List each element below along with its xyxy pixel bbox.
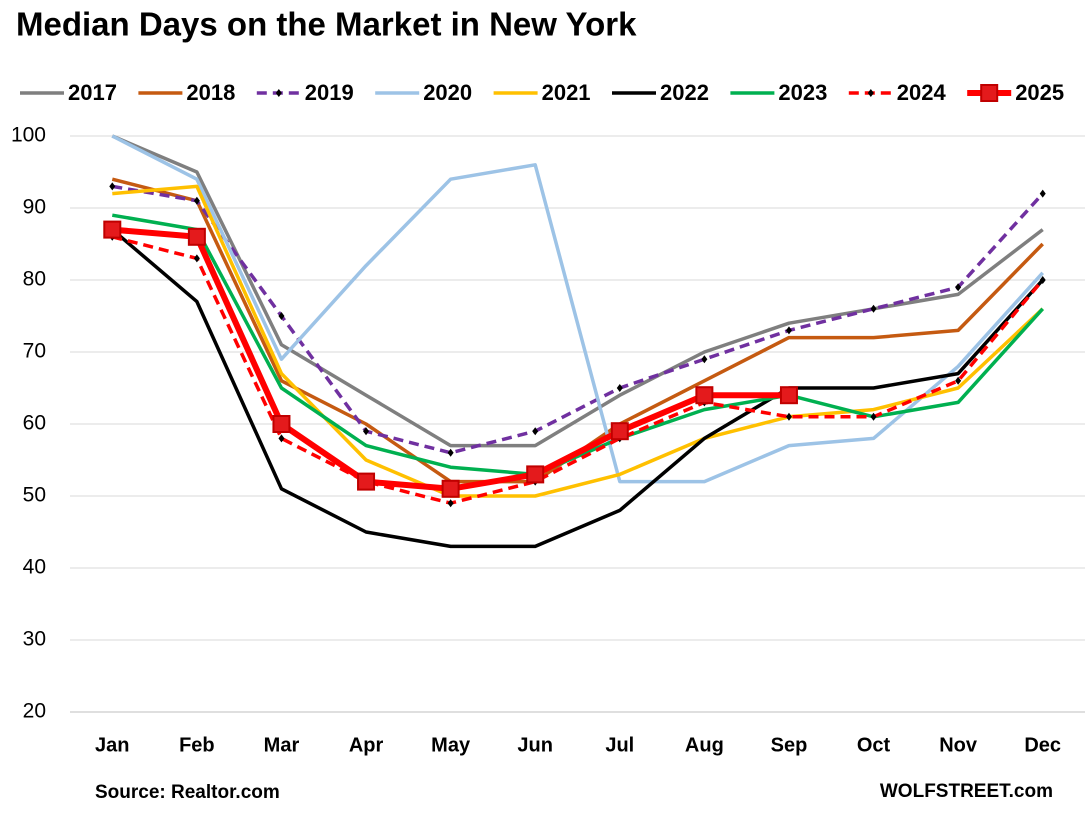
point-marker bbox=[193, 196, 200, 205]
point-marker bbox=[695, 386, 714, 405]
point-marker bbox=[447, 499, 454, 508]
point-marker bbox=[272, 415, 291, 433]
series-line bbox=[111, 134, 1045, 484]
y-tick-label: 70 bbox=[23, 340, 46, 363]
point-marker bbox=[103, 220, 122, 239]
y-tick-label: 80 bbox=[23, 268, 46, 291]
x-tick-label: Aug bbox=[685, 734, 724, 756]
series-line bbox=[111, 184, 1045, 455]
y-tick-label: 100 bbox=[11, 124, 46, 147]
y-tick-label: 20 bbox=[23, 700, 46, 723]
legend-marker bbox=[867, 89, 874, 97]
y-tick-label: 30 bbox=[23, 628, 46, 651]
point-marker bbox=[870, 412, 877, 421]
legend-label: 2018 bbox=[186, 80, 235, 105]
point-marker bbox=[363, 427, 370, 436]
legend-label: 2022 bbox=[660, 80, 709, 105]
point-marker bbox=[193, 254, 200, 263]
legend-label: 2025 bbox=[1015, 80, 1064, 105]
legend-marker bbox=[980, 84, 999, 102]
point-marker bbox=[526, 465, 545, 484]
point-marker bbox=[109, 182, 116, 191]
x-tick-label: Feb bbox=[179, 734, 215, 756]
legend-marker bbox=[275, 89, 282, 97]
legend-label: 2020 bbox=[423, 80, 472, 105]
point-marker bbox=[955, 376, 962, 385]
point-marker bbox=[357, 472, 376, 491]
chart-title: Median Days on the Market in New York bbox=[16, 6, 637, 43]
point-marker bbox=[1039, 276, 1046, 284]
y-tick-label: 40 bbox=[23, 556, 46, 579]
x-tick-label: Mar bbox=[264, 734, 300, 756]
point-marker bbox=[955, 283, 962, 292]
point-marker bbox=[447, 448, 454, 457]
point-marker bbox=[701, 355, 708, 364]
x-tick-label: May bbox=[431, 734, 471, 756]
series-line bbox=[111, 235, 1045, 505]
point-marker bbox=[187, 227, 206, 246]
point-marker bbox=[1039, 189, 1046, 198]
legend-label: 2019 bbox=[305, 80, 354, 105]
legend-label: 2021 bbox=[542, 80, 591, 105]
point-marker bbox=[610, 422, 629, 441]
point-marker bbox=[785, 412, 792, 421]
point-marker bbox=[785, 326, 792, 335]
point-marker bbox=[532, 427, 539, 436]
legend-label: 2017 bbox=[68, 80, 117, 105]
y-tick-label: 50 bbox=[23, 484, 46, 507]
x-tick-label: Nov bbox=[939, 734, 978, 756]
series-line bbox=[111, 134, 1044, 448]
series-line bbox=[111, 213, 1045, 477]
x-tick-label: Dec bbox=[1024, 734, 1061, 756]
x-tick-label: Apr bbox=[349, 734, 384, 756]
point-marker bbox=[278, 312, 285, 320]
x-tick-label: Jul bbox=[605, 734, 634, 756]
x-tick-label: Sep bbox=[771, 734, 808, 756]
point-marker bbox=[441, 479, 460, 498]
x-tick-label: Jun bbox=[517, 734, 553, 756]
y-tick-label: 60 bbox=[23, 412, 46, 435]
x-tick-label: Oct bbox=[857, 734, 891, 756]
x-tick-label: Jan bbox=[95, 734, 129, 756]
point-marker bbox=[278, 434, 285, 443]
legend-label: 2024 bbox=[897, 80, 947, 105]
point-marker bbox=[779, 386, 798, 405]
credit: WOLFSTREET.com bbox=[880, 781, 1053, 802]
series-line bbox=[112, 184, 1044, 498]
y-tick-label: 90 bbox=[23, 196, 46, 219]
source: Source: Realtor.com bbox=[95, 782, 280, 803]
series-line bbox=[111, 228, 1045, 549]
point-marker bbox=[870, 304, 877, 313]
legend-label: 2023 bbox=[778, 80, 827, 105]
point-marker bbox=[616, 384, 623, 392]
